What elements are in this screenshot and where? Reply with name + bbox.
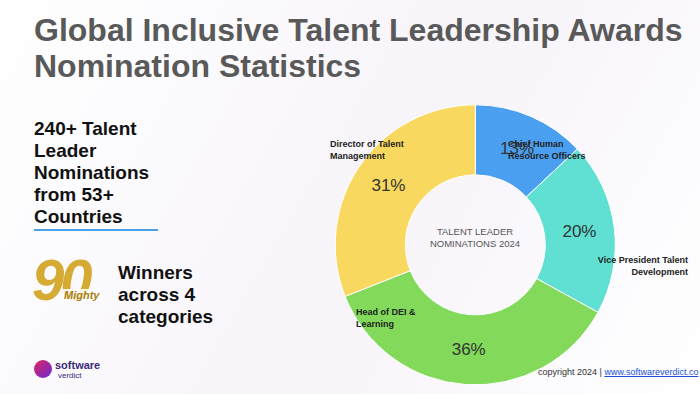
html-text:90: 90 [32,247,89,312]
html-text:Winners across 4 categories: Winners across 4 categories [118,262,213,327]
html-text:copyright 2024 | www.softwarev: copyright 2024 | www.softwareverdict.co [538,367,699,377]
html-text:240+ Talent Leader Nominations: 240+ Talent Leader Nominations from 53+ … [34,118,150,227]
html-text:verdict: verdict [58,371,82,380]
html-text:Head of DEI & Learning: Head of DEI & Learning [356,307,416,329]
html-text:Chief Human Resource Officers: Chief Human Resource Officers [508,139,586,161]
html-text:software: software [55,359,101,371]
html-text:Director of Talent Management: Director of Talent Management [330,139,404,161]
svg-text:31%: 31% [371,176,405,195]
html-text:Vice President Talent Developm: Vice President Talent Development [597,255,688,277]
svg-text:36%: 36% [452,340,486,359]
html-text:TALENT LEADER NOMINATIONS 2024: TALENT LEADER NOMINATIONS 2024 [429,226,520,249]
html-text:Global Inclusive Talent Leader: Global Inclusive Talent Leadership Award… [34,12,683,84]
svg-text:20%: 20% [562,222,596,241]
html-text:Mighty: Mighty [64,289,100,301]
